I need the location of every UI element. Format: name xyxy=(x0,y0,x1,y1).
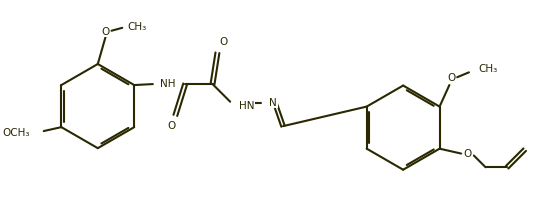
Text: O: O xyxy=(102,27,110,37)
Text: N: N xyxy=(269,98,277,108)
Text: O: O xyxy=(447,73,456,83)
Text: CH₃: CH₃ xyxy=(479,64,498,74)
Text: HN: HN xyxy=(239,101,254,110)
Text: O: O xyxy=(167,121,176,131)
Text: CH₃: CH₃ xyxy=(127,22,147,32)
Text: OCH₃: OCH₃ xyxy=(3,128,30,138)
Text: O: O xyxy=(219,37,228,47)
Text: O: O xyxy=(464,149,472,158)
Text: NH: NH xyxy=(160,79,175,89)
